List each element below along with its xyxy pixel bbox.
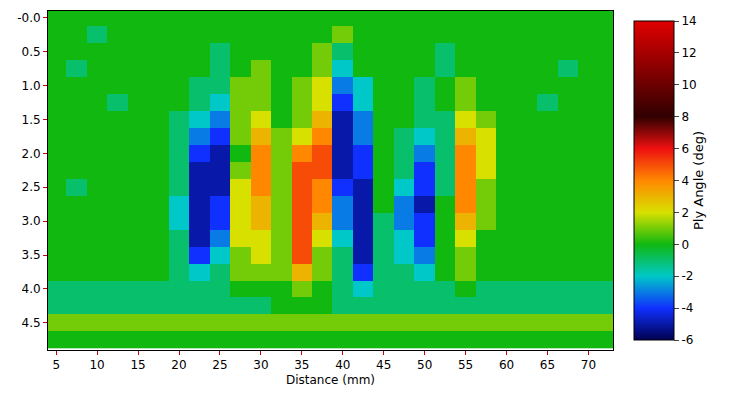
svg-text:20: 20 [171, 358, 186, 372]
svg-text:2: 2 [681, 206, 689, 220]
svg-text:60: 60 [499, 358, 514, 372]
svg-text:-0.0: -0.0 [17, 11, 40, 25]
svg-text:45: 45 [376, 358, 391, 372]
svg-text:4: 4 [681, 174, 689, 188]
svg-text:-2: -2 [681, 269, 693, 283]
svg-text:-6: -6 [681, 333, 693, 347]
svg-text:2.5: 2.5 [22, 180, 41, 194]
svg-text:0.5: 0.5 [22, 45, 41, 59]
svg-text:0: 0 [681, 238, 689, 252]
svg-text:55: 55 [458, 358, 473, 372]
svg-text:-4: -4 [681, 301, 693, 315]
svg-text:40: 40 [335, 358, 350, 372]
svg-text:15: 15 [130, 358, 145, 372]
svg-text:Distance (mm): Distance (mm) [286, 373, 375, 387]
svg-text:1.0: 1.0 [22, 79, 41, 93]
svg-text:10: 10 [89, 358, 104, 372]
svg-text:10: 10 [681, 78, 696, 92]
svg-text:4.0: 4.0 [22, 282, 41, 296]
svg-text:4.5: 4.5 [22, 316, 41, 330]
svg-text:6: 6 [681, 142, 689, 156]
svg-text:70: 70 [581, 358, 596, 372]
svg-text:35: 35 [294, 358, 309, 372]
svg-text:30: 30 [253, 358, 268, 372]
svg-text:2.0: 2.0 [22, 147, 41, 161]
svg-text:14: 14 [681, 14, 696, 28]
svg-text:65: 65 [540, 358, 555, 372]
svg-text:3.5: 3.5 [22, 248, 41, 262]
svg-text:50: 50 [417, 358, 432, 372]
svg-text:Ply Angle (deg): Ply Angle (deg) [691, 131, 706, 230]
svg-text:1.5: 1.5 [22, 113, 41, 127]
svg-text:3.0: 3.0 [22, 214, 41, 228]
svg-text:25: 25 [212, 358, 227, 372]
svg-text:12: 12 [681, 46, 696, 60]
svg-text:8: 8 [681, 110, 689, 124]
svg-text:5: 5 [52, 358, 60, 372]
